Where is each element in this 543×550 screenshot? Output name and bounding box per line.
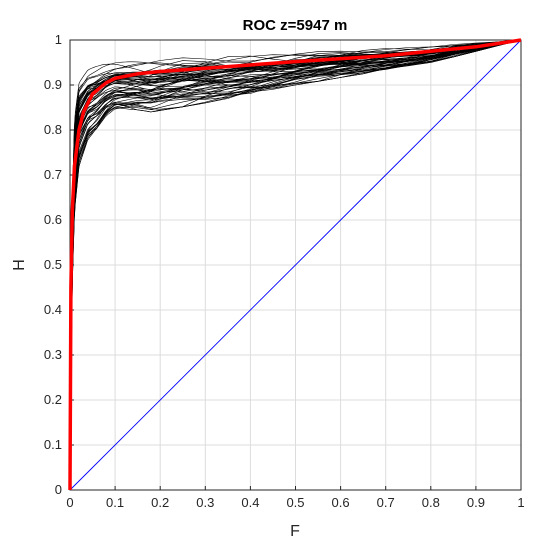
x-tick-label: 0.7 — [377, 495, 395, 510]
y-tick-label: 0 — [55, 482, 62, 497]
x-tick-label: 0.4 — [241, 495, 259, 510]
x-tick-label: 0.9 — [467, 495, 485, 510]
diagonal-line — [69, 39, 522, 491]
y-tick-label: 1 — [55, 32, 62, 47]
x-tick-label: 1 — [517, 495, 524, 510]
y-tick-label: 0.1 — [44, 437, 62, 452]
x-tick-label: 0 — [66, 495, 73, 510]
y-tick-label: 0.2 — [44, 392, 62, 407]
x-tick-label: 0.6 — [332, 495, 350, 510]
y-tick-label: 0.7 — [44, 167, 62, 182]
y-tick-label: 0.8 — [44, 122, 62, 137]
x-tick-label: 0.3 — [196, 495, 214, 510]
y-tick-label: 0.6 — [44, 212, 62, 227]
chart-title: ROC z=5947 m — [243, 17, 348, 34]
x-axis-label: F — [290, 523, 300, 540]
x-tick-label: 0.2 — [151, 495, 169, 510]
x-tick-label: 0.5 — [286, 495, 304, 510]
y-axis-label: H — [11, 259, 28, 271]
y-tick-label: 0.9 — [44, 77, 62, 92]
y-tick-label: 0.5 — [44, 257, 62, 272]
series-curves — [68, 38, 522, 491]
mean-curve — [68, 38, 522, 491]
x-tick-label: 0.1 — [106, 495, 124, 510]
member-curve — [69, 39, 522, 490]
x-axis: 0 0.1 0.2 0.3 0.4 0.5 0.6 0.7 0.8 0.9 1 — [66, 486, 525, 510]
y-axis: 0 0.1 0.2 0.3 0.4 0.5 0.6 0.7 0.8 0.9 1 — [44, 32, 74, 497]
y-tick-label: 0.3 — [44, 347, 62, 362]
y-tick-label: 0.4 — [44, 302, 62, 317]
x-tick-label: 0.8 — [422, 495, 440, 510]
